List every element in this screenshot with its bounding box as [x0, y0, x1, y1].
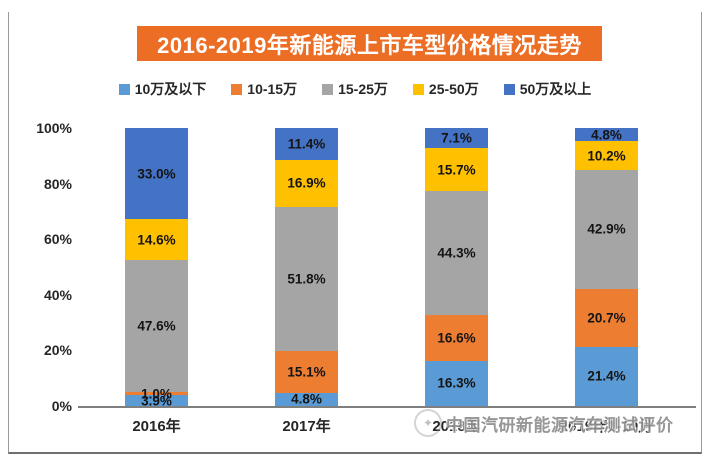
segment [275, 392, 338, 406]
data-label: 16.6% [437, 330, 476, 346]
legend-swatch-icon [322, 83, 334, 95]
legend-label: 50万及以上 [519, 81, 592, 97]
data-label: 3.9% [141, 393, 172, 409]
legend-label: 25-50万 [428, 81, 479, 97]
segment [575, 141, 638, 170]
segment [425, 360, 488, 406]
data-label: 11.4% [287, 136, 326, 152]
segment [125, 219, 188, 261]
segment [575, 169, 638, 289]
segment [125, 260, 188, 393]
data-label: 4.8% [591, 127, 622, 143]
x-axis-label: 2019年1-10月 [559, 418, 654, 435]
legend-label: 15-25万 [338, 81, 388, 97]
bar-2016年: 3.9% 1.0% 47.6% 14.6% 33.0% [125, 127, 188, 409]
data-label: 16.9% [287, 175, 326, 191]
y-axis: 100% 80% 60% 40% 20% 0% [0, 120, 72, 414]
data-label: 47.6% [137, 318, 176, 334]
y-tick-label: 100% [36, 120, 72, 136]
legend-item: 10万及以下 [118, 79, 207, 99]
y-tick-label: 80% [43, 175, 72, 192]
legend-item: 50万及以上 [503, 79, 592, 99]
legend-swatch-icon [231, 83, 243, 95]
segment [125, 127, 188, 220]
x-axis: 2016年 2017年 2018年 2019年1-10月 [78, 415, 696, 439]
segment [575, 128, 638, 142]
bar-2017年: 4.8% 15.1% 51.8% 16.9% 11.4% [275, 128, 338, 407]
bar-2019年1-10月: 21.4% 20.7% 42.9% 10.2% 4.8% [575, 127, 638, 406]
data-label: 16.3% [437, 375, 476, 391]
legend-item: 10-15万 [231, 79, 297, 99]
segment [575, 288, 638, 347]
segment [275, 350, 338, 393]
segment [425, 128, 488, 148]
x-axis-label: 2018年 [432, 418, 481, 435]
data-label: 33.0% [137, 166, 176, 182]
legend-swatch-icon [412, 83, 424, 95]
segment [125, 392, 188, 396]
y-tick-label: 40% [43, 286, 72, 303]
legend-item: 25-50万 [412, 79, 479, 99]
data-label: 21.4% [587, 368, 626, 384]
data-label: 14.6% [137, 232, 176, 248]
data-label: 4.8% [291, 391, 322, 407]
legend-label: 10万及以下 [134, 81, 207, 97]
segment [425, 314, 488, 361]
data-label: 10.2% [587, 148, 626, 164]
x-axis-label: 2017年 [282, 418, 331, 435]
y-tick-label: 0% [51, 398, 72, 414]
legend-item: 15-25万 [322, 79, 388, 99]
segment [425, 191, 488, 315]
y-tick-label: 60% [43, 231, 72, 248]
segment [275, 128, 338, 160]
legend: 10万及以下 10-15万 15-25万 25-50万 50万及以上 [30, 78, 680, 100]
data-label: 1.0% [141, 386, 172, 402]
plot-area: 3.9% 1.0% 47.6% 14.6% 33.0% 4.8% 15.1% 51.8% 16.… [78, 127, 696, 409]
bar-2018年: 16.3% 16.6% 44.3% 15.7% 7.1% [425, 128, 488, 406]
legend-swatch-icon [503, 83, 515, 95]
segment [425, 147, 488, 192]
segment [275, 159, 338, 207]
data-label: 44.3% [437, 245, 476, 261]
segment [125, 395, 188, 406]
data-label: 7.1% [441, 130, 472, 146]
x-axis-label: 2016年 [132, 418, 181, 435]
data-label: 15.1% [287, 364, 326, 380]
segment [575, 346, 638, 406]
data-label: 51.8% [287, 271, 326, 287]
data-label: 15.7% [437, 162, 476, 178]
chart-title: 2016-2019年新能源上市车型价格情况走势 [157, 32, 582, 58]
segment [275, 206, 338, 351]
legend-label: 10-15万 [247, 81, 298, 97]
legend-swatch-icon [118, 83, 130, 95]
y-tick-label: 20% [43, 342, 72, 359]
data-label: 42.9% [587, 221, 626, 237]
chart-title-banner: 2016-2019年新能源上市车型价格情况走势 [137, 26, 602, 61]
data-label: 20.7% [587, 310, 626, 326]
